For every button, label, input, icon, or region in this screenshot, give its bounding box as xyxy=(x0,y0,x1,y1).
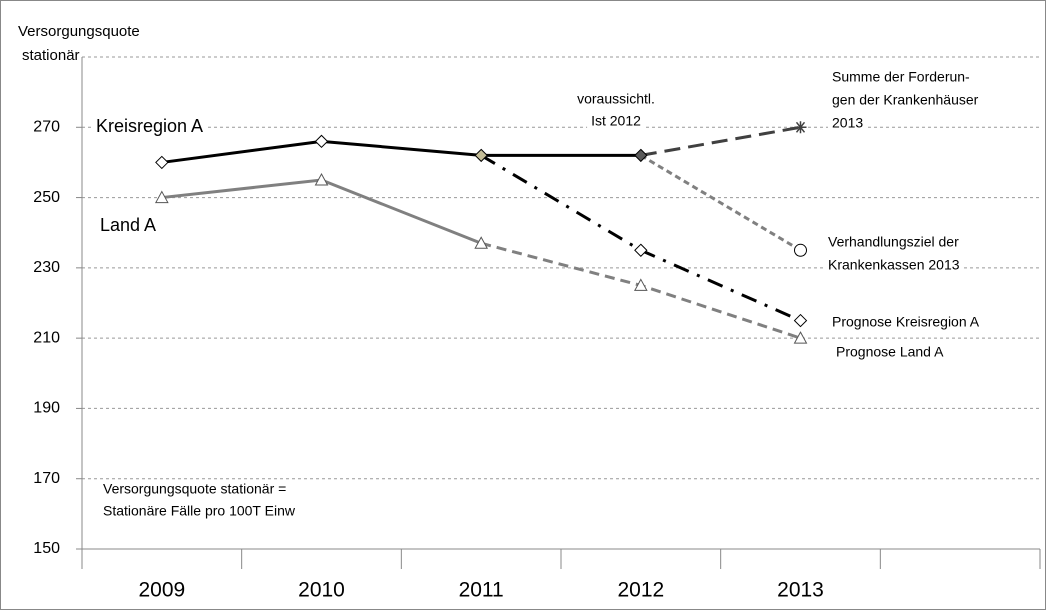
marker xyxy=(634,148,648,163)
label-background xyxy=(99,501,300,520)
marker xyxy=(793,331,808,344)
label-background xyxy=(92,114,208,137)
label-background xyxy=(824,255,964,274)
marker xyxy=(155,155,169,170)
marker xyxy=(474,148,488,163)
label-background xyxy=(573,89,659,108)
annotation: Stationäre Fälle pro 100T Einw xyxy=(103,503,296,519)
y-axis-title: Versorgungsquote xyxy=(18,23,140,40)
series-line xyxy=(161,139,641,164)
marker xyxy=(314,172,329,186)
marker xyxy=(154,190,169,204)
marker xyxy=(314,134,329,149)
x-tick-label: 2010 xyxy=(298,579,345,602)
annotation: Verhandlungsziel der xyxy=(828,234,959,250)
annotation: 2013 xyxy=(832,115,863,131)
annotation: Prognose Kreisregion A xyxy=(832,314,980,330)
y-tick-label: 190 xyxy=(33,400,60,417)
label-background xyxy=(832,342,949,361)
label-background xyxy=(828,113,868,132)
label-background xyxy=(587,111,646,130)
annotation: gen der Krankenhäuser xyxy=(832,92,979,108)
annotation: Krankenkassen 2013 xyxy=(828,257,960,273)
y-tick-label: 210 xyxy=(33,329,60,346)
marker xyxy=(474,236,489,249)
x-tick-label: 2012 xyxy=(617,579,664,602)
y-tick-label: 230 xyxy=(33,259,60,276)
annotation: Versorgungsquote stationär = xyxy=(103,481,286,497)
annotation: Prognose Land A xyxy=(836,344,944,360)
annotation: voraussichtl. xyxy=(577,91,655,107)
annotation: Land A xyxy=(100,215,156,235)
label-background xyxy=(828,90,983,109)
marker xyxy=(793,313,808,328)
y-tick-label: 250 xyxy=(33,189,60,206)
y-tick-label: 150 xyxy=(33,540,60,557)
marker xyxy=(794,243,807,257)
annotation: Ist 2012 xyxy=(591,113,641,129)
annotation: Kreisregion A xyxy=(96,116,203,136)
label-background xyxy=(824,232,964,251)
marker xyxy=(633,278,648,291)
marker xyxy=(634,243,648,257)
annotation: Summe der Forderun- xyxy=(832,69,970,85)
label-background xyxy=(99,479,291,498)
x-tick-label: 2013 xyxy=(777,579,824,602)
series-line xyxy=(640,154,802,252)
x-tick-label: 2009 xyxy=(138,579,185,602)
series-line xyxy=(640,125,801,157)
x-tick-label: 2011 xyxy=(459,579,504,602)
label-background xyxy=(96,213,161,236)
label-background xyxy=(828,67,975,86)
y-tick-label: 270 xyxy=(33,119,60,136)
label-background xyxy=(828,312,984,331)
y-axis-title: stationär xyxy=(22,47,80,64)
y-tick-label: 170 xyxy=(33,470,60,487)
marker xyxy=(794,121,807,134)
